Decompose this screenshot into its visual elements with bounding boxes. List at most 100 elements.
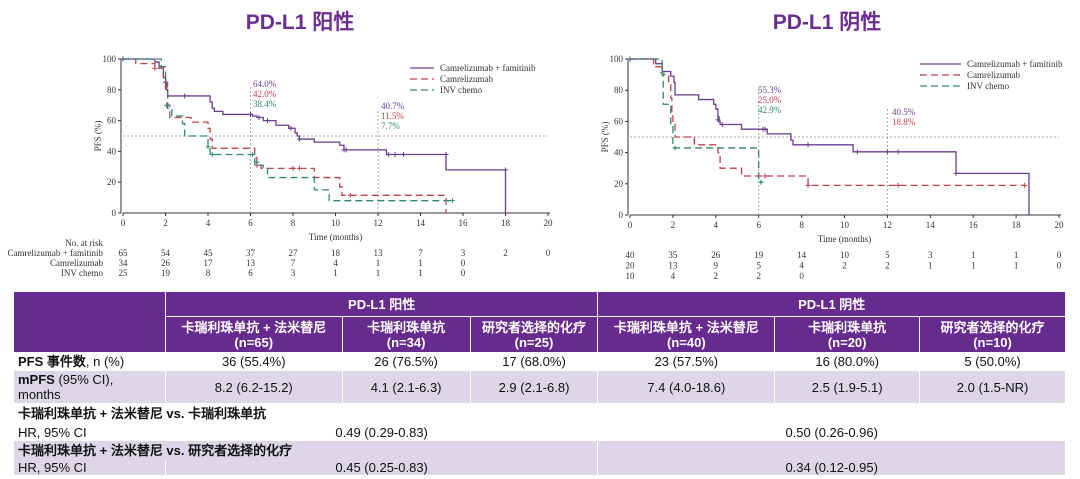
cell: 23 (57.5%) [597, 352, 776, 371]
censor-mark [672, 145, 678, 151]
censor-mark [265, 118, 270, 124]
row-label: PFS 事件数, n (%) [13, 352, 166, 371]
risk-count: 1 [928, 261, 933, 271]
table-row-hr2: HR, 95% CI 0.45 (0.25-0.83) 0.34 (0.12-0… [13, 459, 1066, 475]
cell: 8.2 (6.2-15.2) [164, 370, 343, 404]
censor-mark [854, 149, 860, 155]
censor-mark [805, 142, 811, 148]
risk-count: 35 [668, 250, 678, 260]
legend-label: Camrelizumab + famitinib [440, 63, 536, 73]
arm-n: (n=10) [973, 334, 1012, 350]
risk-count: 0 [799, 271, 804, 281]
risk-count: 0 [461, 268, 466, 278]
arm-header: 卡瑞利珠单抗 + 法米替尼 (n=65) [164, 316, 343, 353]
chart-title-left: PD-L1 阳性 [245, 11, 355, 34]
comparison-title: 卡瑞利珠单抗 + 法米替尼 vs. 研究者选择的化疗 [13, 440, 471, 460]
y-tick-label: 0 [112, 208, 117, 218]
censor-mark [884, 149, 890, 155]
x-tick-label: 4 [206, 218, 211, 228]
x-axis-label: Time (months) [818, 234, 871, 244]
km-curve-camrelizumab-famitinib [630, 58, 1030, 215]
censor-mark [503, 167, 508, 173]
group-header: PD-L1 阴性 [597, 291, 1066, 317]
risk-count: 2 [885, 261, 890, 271]
arm-name: 研究者选择的化疗 [481, 319, 586, 335]
cell: 0.49 (0.29-0.83) [164, 423, 599, 441]
risk-count: 9 [714, 261, 719, 271]
cell: 5 (50.0%) [919, 352, 1066, 371]
cell: 17 (68.0%) [469, 352, 599, 371]
risk-count: 1 [418, 258, 423, 268]
risk-count: 26 [711, 250, 721, 260]
x-tick-label: 6 [248, 218, 253, 228]
risk-count: 7 [418, 248, 423, 258]
arm-header: 卡瑞利珠单抗 (n=20) [774, 316, 921, 353]
y-tick-label: 40 [614, 148, 624, 158]
risk-count: 6 [248, 268, 253, 278]
arm-n: (n=25) [514, 334, 554, 350]
y-tick-label: 60 [614, 116, 624, 126]
risk-count: 13 [246, 258, 256, 268]
pfs-summary-table: PD-L1 阳性 PD-L1 阴性 卡瑞利珠单抗 + 法米替尼 (n=65) 卡瑞… [13, 291, 1066, 475]
risk-row-label: INV chemo [61, 268, 104, 278]
y-tick-label: 0 [619, 210, 624, 220]
risk-count: 1 [971, 250, 976, 260]
arm-name: 卡瑞利珠单抗 [367, 319, 446, 335]
risk-count: 1 [333, 268, 338, 278]
cell: 0.45 (0.25-0.83) [164, 459, 599, 475]
risk-count: 20 [626, 261, 636, 271]
risk-count: 8 [206, 268, 211, 278]
survival-rate-label: 64.0% [253, 79, 277, 89]
table-row-hr1: HR, 95% CI 0.49 (0.29-0.83) 0.50 (0.26-0… [13, 423, 1066, 441]
x-tick-label: 18 [501, 218, 511, 228]
group-header: PD-L1 阳性 [164, 291, 599, 317]
cell: 36 (55.4%) [164, 352, 343, 371]
censor-mark [762, 126, 768, 132]
risk-count: 4 [799, 261, 804, 271]
risk-count: 2 [756, 271, 761, 281]
legend-label: Camrelizumab [440, 74, 493, 84]
risk-count: 40 [626, 250, 636, 260]
survival-rate-label: 42.0% [253, 89, 277, 99]
comparison-title: 卡瑞利珠单抗 + 法米替尼 vs. 卡瑞利珠单抗 [13, 403, 1066, 424]
censor-mark [392, 151, 398, 157]
x-tick-label: 10 [840, 220, 850, 230]
cell: 26 (76.5%) [341, 352, 471, 371]
censor-mark [715, 117, 721, 123]
risk-row-label: Camrelizumab + famitinib [7, 248, 103, 258]
risk-count: 2 [842, 261, 847, 271]
x-tick-label: 4 [714, 220, 719, 230]
y-tick-label: 80 [107, 85, 117, 95]
risk-table-header: No. at risk [65, 238, 103, 248]
risk-count: 18 [331, 248, 341, 258]
survival-rate-label: 42.9% [758, 105, 782, 115]
censor-mark [290, 165, 296, 171]
risk-count: 13 [668, 261, 678, 271]
censor-mark [895, 149, 901, 155]
risk-count: 65 [119, 248, 129, 258]
legend-label: INV chemo [440, 85, 483, 95]
x-tick-label: 16 [969, 220, 979, 230]
censor-mark [401, 151, 406, 157]
risk-count: 10 [840, 250, 850, 260]
censor-mark [758, 179, 764, 185]
risk-count: 1 [971, 261, 976, 271]
censor-mark [296, 136, 302, 142]
x-tick-label: 6 [756, 220, 761, 230]
risk-count: 13 [374, 248, 384, 258]
cell: 16 (80.0%) [774, 352, 921, 371]
risk-count: 34 [119, 258, 129, 268]
x-axis-label: Time (months) [309, 232, 362, 242]
km-curve-inv-chemo [630, 58, 763, 183]
risk-count: 54 [161, 248, 171, 258]
censor-mark [347, 192, 353, 198]
arm-n: (n=20) [827, 334, 867, 350]
survival-rate-label: 18.8% [892, 117, 916, 127]
risk-count: 2 [503, 248, 508, 258]
survival-rate-label: 55.3% [758, 85, 782, 95]
survival-rate-label: 7.7% [381, 121, 400, 131]
censor-mark [449, 198, 455, 204]
km-curve-camrelizumab [630, 58, 1025, 187]
risk-count: 37 [246, 248, 256, 258]
censor-mark [719, 122, 725, 128]
